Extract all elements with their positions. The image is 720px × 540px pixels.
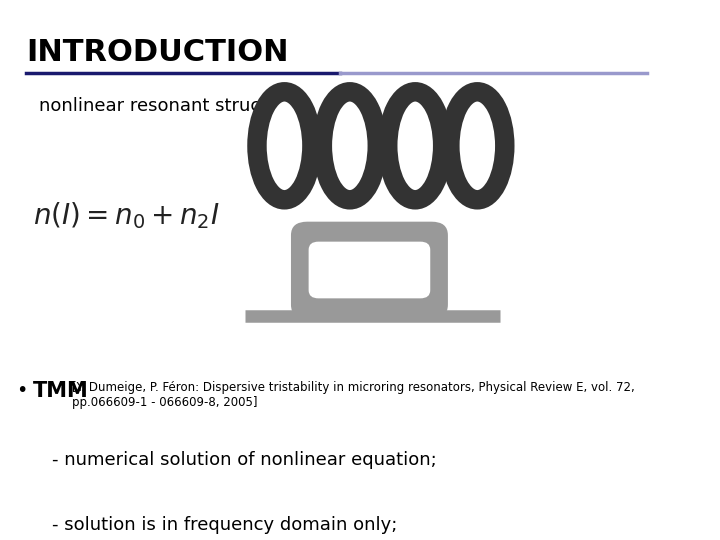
- Ellipse shape: [257, 92, 312, 200]
- Text: - solution is in frequency domain only;: - solution is in frequency domain only;: [30, 516, 397, 534]
- FancyBboxPatch shape: [309, 241, 431, 298]
- Text: INTRODUCTION: INTRODUCTION: [26, 38, 289, 67]
- Text: nonlinear resonant structures: nonlinear resonant structures: [39, 97, 307, 115]
- Ellipse shape: [450, 92, 505, 200]
- Text: •: •: [17, 381, 28, 400]
- FancyBboxPatch shape: [291, 222, 448, 319]
- Ellipse shape: [323, 92, 377, 200]
- Text: [Y. Dumeige, P. Féron: Dispersive tristability in microring resonators, Physical: [Y. Dumeige, P. Féron: Dispersive trista…: [72, 381, 634, 409]
- Text: TMM: TMM: [32, 381, 89, 401]
- Text: - numerical solution of nonlinear equation;: - numerical solution of nonlinear equati…: [30, 451, 437, 469]
- Ellipse shape: [388, 92, 443, 200]
- Text: $n(I) = n_0 + n_2 I$: $n(I) = n_0 + n_2 I$: [32, 200, 219, 232]
